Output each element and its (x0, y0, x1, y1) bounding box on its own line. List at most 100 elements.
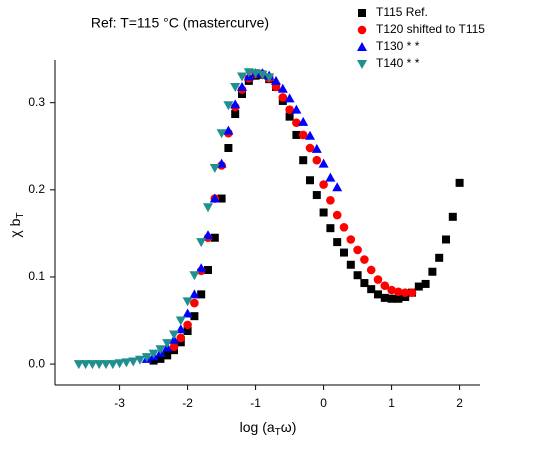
data-point (182, 297, 193, 307)
y-label-sub: T (15, 212, 26, 218)
data-point (73, 360, 84, 370)
data-point (190, 298, 199, 308)
legend-label: T115 Ref. (376, 5, 428, 19)
x-tick-label: -1 (250, 396, 261, 410)
data-point (387, 285, 396, 295)
data-point (305, 143, 315, 153)
data-point (94, 360, 105, 370)
data-point (163, 351, 172, 360)
data-point (455, 178, 464, 187)
data-point (278, 93, 288, 102)
x-label-end: ω) (281, 419, 297, 435)
x-tick-label: 2 (456, 396, 463, 410)
x-axis-label: log (aTω) (240, 419, 297, 438)
data-point (298, 116, 309, 126)
y-axis-label-text: χ bT (7, 212, 26, 237)
data-point (128, 357, 139, 367)
data-point (340, 248, 348, 257)
data-point (360, 255, 369, 264)
data-point (435, 253, 444, 262)
data-point (271, 75, 281, 85)
y-label-main: χ b (7, 218, 23, 237)
data-point (319, 180, 328, 189)
data-point (394, 294, 403, 303)
data-point (374, 290, 382, 299)
legend-label: T120 shifted to T115 (376, 22, 485, 36)
data-point (442, 235, 450, 244)
data-point (428, 267, 437, 276)
data-point (333, 238, 342, 247)
data-point (346, 260, 355, 269)
legend-marker (358, 9, 366, 17)
data-point (203, 203, 213, 213)
data-point (312, 155, 322, 165)
data-point (80, 360, 91, 370)
data-point (209, 164, 220, 174)
data-point (373, 275, 383, 284)
data-point (353, 271, 362, 280)
data-point (346, 235, 356, 244)
data-point (285, 112, 294, 121)
data-point (135, 355, 145, 365)
data-point (176, 338, 185, 347)
data-point (326, 224, 335, 233)
data-point (318, 158, 329, 168)
data-point (292, 130, 301, 139)
y-axis-label: χ bT (7, 212, 26, 237)
data-point (238, 89, 246, 98)
data-point (332, 182, 343, 192)
data-point (414, 282, 423, 291)
data-point (401, 292, 410, 301)
data-point (156, 354, 165, 363)
data-point (107, 360, 118, 370)
x-label-sub: T (275, 427, 281, 438)
data-point (176, 333, 186, 343)
data-point (148, 349, 159, 359)
data-point (380, 281, 390, 290)
legend-label: T130 * * (376, 39, 420, 53)
legend-marker (357, 42, 367, 51)
data-point (231, 110, 240, 119)
data-point (339, 222, 349, 232)
data-point (189, 271, 200, 281)
data-point (223, 101, 234, 111)
data-point (366, 265, 376, 275)
y-tick-label: 0.2 (28, 182, 45, 196)
data-point (292, 118, 301, 128)
data-point (237, 72, 247, 82)
data-point (203, 230, 213, 240)
data-point (223, 125, 234, 135)
data-point (400, 288, 410, 297)
chart-title: Ref: T=115 °C (mastercurve) (91, 15, 269, 31)
x-tick-label: -3 (114, 396, 125, 410)
data-point (230, 99, 241, 109)
x-label-main: log (a (240, 419, 275, 435)
data-point (155, 345, 166, 355)
data-point (189, 289, 200, 299)
data-point (312, 191, 321, 200)
y-tick-label: 0.0 (28, 356, 45, 370)
x-tick-label: 1 (388, 396, 395, 410)
data-point (306, 176, 314, 185)
data-point (114, 359, 125, 369)
legend-label: T140 * * (376, 56, 420, 70)
data-point (264, 73, 275, 83)
data-point (190, 312, 199, 321)
data-point (360, 279, 369, 288)
data-point (183, 326, 192, 335)
data-point (169, 330, 179, 340)
data-point (326, 195, 335, 205)
data-point (162, 339, 173, 349)
data-point (284, 93, 295, 103)
data-point (311, 143, 322, 153)
data-point (353, 245, 362, 255)
data-point (380, 293, 389, 302)
data-point (196, 263, 207, 273)
data-point (209, 193, 220, 203)
data-point (216, 158, 227, 168)
legend-marker (357, 60, 367, 69)
data-point (87, 360, 98, 370)
data-point (216, 129, 227, 139)
data-point (243, 68, 254, 78)
